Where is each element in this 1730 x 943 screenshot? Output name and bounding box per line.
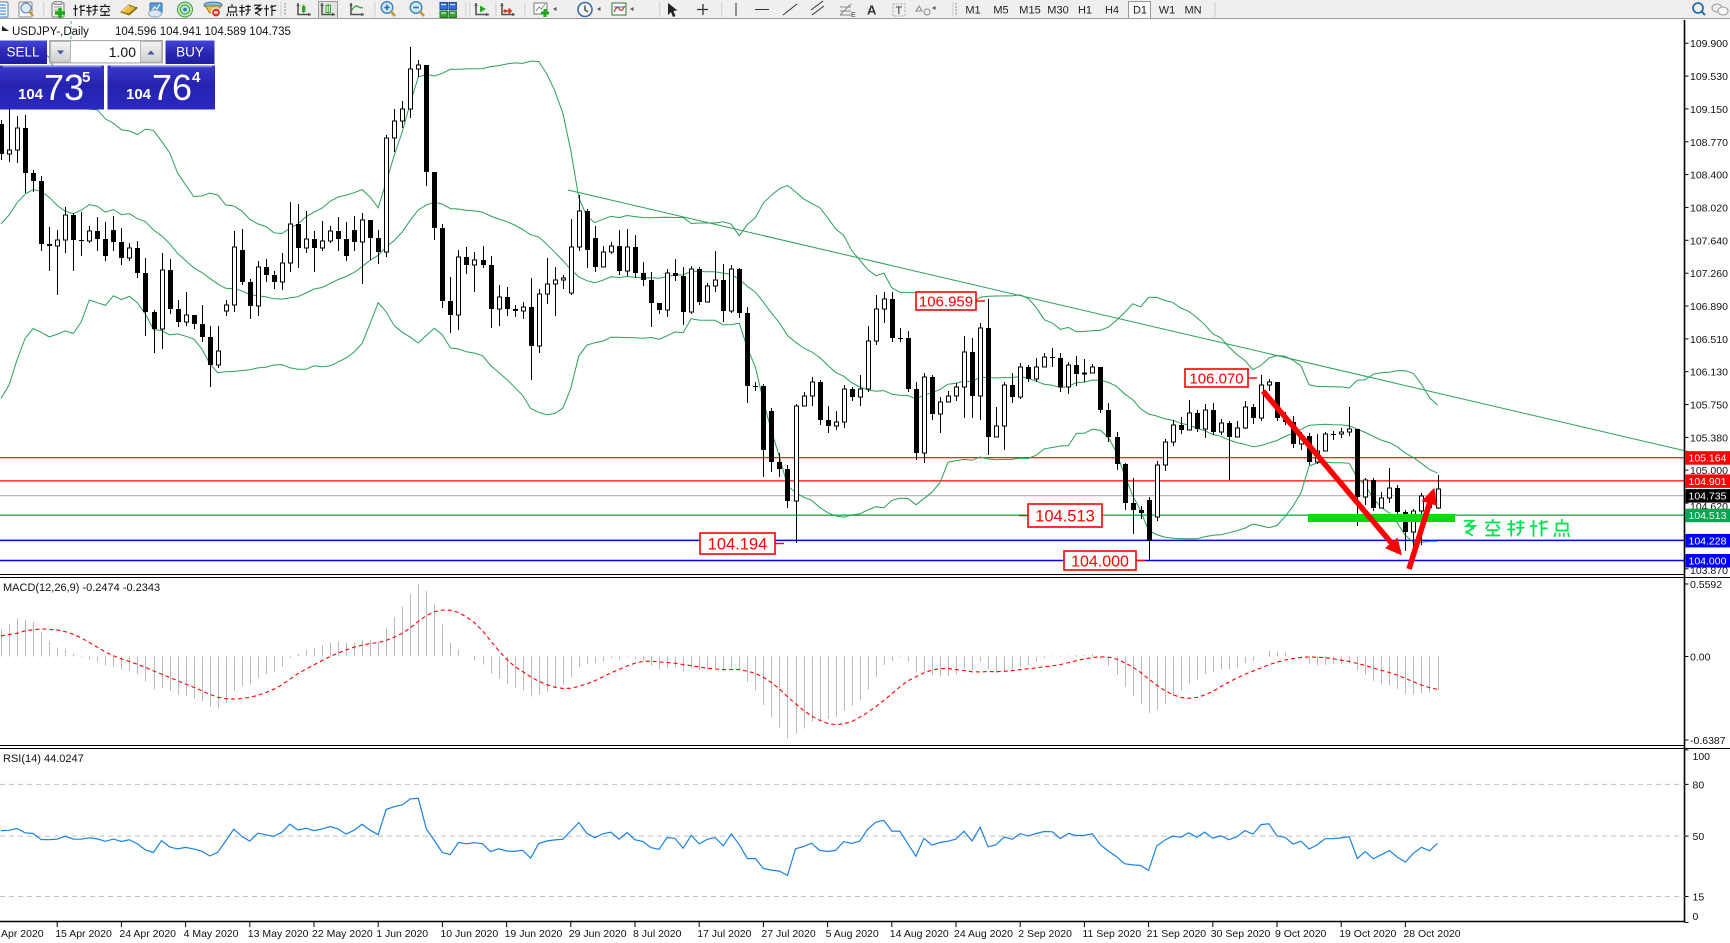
svg-text:30 Sep 2020: 30 Sep 2020 [1211, 928, 1271, 940]
svg-text:104.000: 104.000 [1689, 556, 1727, 568]
svg-text:104.513: 104.513 [1035, 507, 1095, 525]
svg-text:USDJPY-,Daily: USDJPY-,Daily [12, 26, 89, 38]
svg-text:2 Sep 2020: 2 Sep 2020 [1018, 928, 1072, 940]
svg-text:A: A [867, 3, 877, 18]
svg-text:4 May 2020: 4 May 2020 [184, 928, 239, 940]
svg-text:109.530: 109.530 [1690, 71, 1728, 83]
svg-text:0: 0 [1693, 911, 1699, 923]
svg-text:109.900: 109.900 [1690, 38, 1728, 50]
svg-text:22 May 2020: 22 May 2020 [312, 928, 373, 940]
svg-text:M15: M15 [1019, 5, 1040, 17]
svg-text:1 Jun 2020: 1 Jun 2020 [376, 928, 428, 940]
svg-text:106.070: 106.070 [1189, 370, 1243, 387]
svg-text:19 Oct 2020: 19 Oct 2020 [1339, 928, 1396, 940]
svg-text:107.260: 107.260 [1690, 268, 1728, 280]
svg-text:M1: M1 [965, 5, 980, 17]
svg-text:5: 5 [82, 69, 90, 86]
svg-text:105.000: 105.000 [1690, 465, 1728, 477]
svg-text:0.5592: 0.5592 [1690, 579, 1722, 591]
svg-text:MN: MN [1184, 5, 1201, 17]
svg-text:4: 4 [192, 69, 201, 86]
svg-text:104.735: 104.735 [1689, 491, 1727, 503]
svg-text:106.959: 106.959 [919, 293, 973, 310]
svg-text:17 Jul 2020: 17 Jul 2020 [697, 928, 751, 940]
svg-text:H4: H4 [1105, 5, 1119, 17]
svg-text:14 Aug 2020: 14 Aug 2020 [890, 928, 949, 940]
svg-text:H1: H1 [1078, 5, 1092, 17]
svg-text:D1: D1 [1133, 5, 1147, 17]
svg-text:50: 50 [1693, 831, 1705, 843]
svg-text:9 Oct 2020: 9 Oct 2020 [1275, 928, 1327, 940]
svg-text:106.130: 106.130 [1690, 367, 1728, 379]
svg-text:28 Oct 2020: 28 Oct 2020 [1403, 928, 1460, 940]
svg-text:BUY: BUY [176, 45, 204, 60]
svg-text:8 Jul 2020: 8 Jul 2020 [633, 928, 682, 940]
svg-text:104.620: 104.620 [1690, 501, 1728, 513]
svg-text:1.00: 1.00 [109, 44, 136, 60]
svg-text:15: 15 [1693, 892, 1705, 904]
svg-text:T: T [896, 5, 903, 17]
svg-text:M30: M30 [1047, 5, 1068, 17]
svg-text:21 Sep 2020: 21 Sep 2020 [1147, 928, 1207, 940]
svg-text:104.228: 104.228 [1689, 535, 1727, 547]
svg-text:5 Aug 2020: 5 Aug 2020 [826, 928, 879, 940]
svg-text:104.513: 104.513 [1689, 510, 1727, 522]
svg-text:10 Jun 2020: 10 Jun 2020 [440, 928, 498, 940]
svg-text:104.901: 104.901 [1689, 476, 1727, 488]
svg-text:105.750: 105.750 [1690, 400, 1728, 412]
svg-text:76: 76 [152, 67, 192, 108]
svg-text:24 Apr 2020: 24 Apr 2020 [119, 928, 176, 940]
svg-text:109.150: 109.150 [1690, 104, 1728, 116]
svg-text:103.870: 103.870 [1690, 565, 1728, 577]
svg-text:24 Aug 2020: 24 Aug 2020 [954, 928, 1013, 940]
svg-text:108.400: 108.400 [1690, 170, 1728, 182]
svg-text:108.020: 108.020 [1690, 202, 1728, 214]
svg-text:13 May 2020: 13 May 2020 [248, 928, 309, 940]
svg-text:11 Sep 2020: 11 Sep 2020 [1082, 928, 1141, 940]
svg-text:108.770: 108.770 [1690, 137, 1728, 149]
svg-text:106.890: 106.890 [1690, 301, 1728, 313]
svg-text:104: 104 [126, 86, 152, 103]
svg-text:MACD(12,26,9) -0.2474 -0.2343: MACD(12,26,9) -0.2474 -0.2343 [3, 582, 160, 594]
svg-text:106.510: 106.510 [1690, 334, 1728, 346]
svg-text:73: 73 [44, 67, 84, 108]
svg-text:104.000: 104.000 [1071, 553, 1129, 570]
svg-text:29 Jun 2020: 29 Jun 2020 [569, 928, 627, 940]
svg-text:E: E [851, 12, 856, 19]
svg-text:15 Apr 2020: 15 Apr 2020 [55, 928, 112, 940]
svg-text:0.00: 0.00 [1690, 652, 1711, 664]
svg-text:105.164: 105.164 [1689, 453, 1727, 465]
svg-text:19 Jun 2020: 19 Jun 2020 [505, 928, 563, 940]
svg-text:100: 100 [1693, 751, 1711, 763]
svg-text:Apr 2020: Apr 2020 [1, 928, 44, 940]
svg-text:SELL: SELL [6, 45, 40, 60]
svg-text:W1: W1 [1159, 5, 1176, 17]
svg-text:M5: M5 [993, 5, 1008, 17]
svg-text:-0.6387: -0.6387 [1690, 735, 1726, 747]
svg-text:105.380: 105.380 [1690, 432, 1728, 444]
svg-text:80: 80 [1693, 779, 1705, 791]
svg-text:107.640: 107.640 [1690, 235, 1728, 247]
svg-text:104.596 104.941 104.589 104.73: 104.596 104.941 104.589 104.735 [115, 26, 291, 38]
svg-text:104: 104 [18, 86, 44, 103]
svg-text:RSI(14) 44.0247: RSI(14) 44.0247 [3, 753, 84, 765]
svg-text:27 Jul 2020: 27 Jul 2020 [761, 928, 815, 940]
svg-text:104.194: 104.194 [708, 535, 768, 553]
